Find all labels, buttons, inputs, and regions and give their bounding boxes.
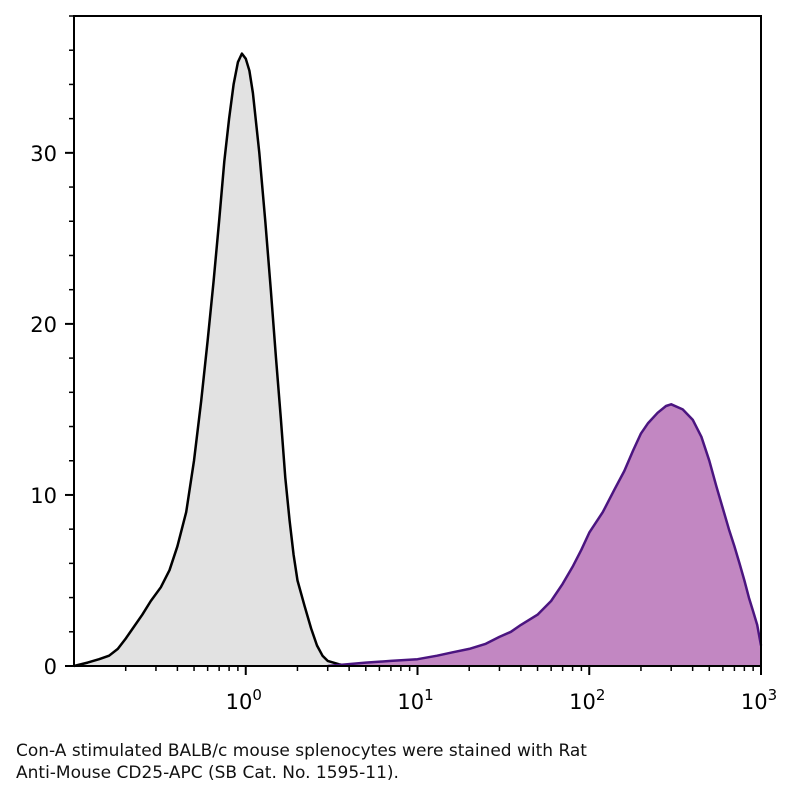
- x-tick-label: 101: [397, 686, 433, 714]
- caption-line-2: Anti-Mouse CD25-APC (SB Cat. No. 1595-11…: [16, 763, 399, 783]
- series-1-line: [73, 52, 350, 668]
- figure-caption: Con-A stimulated BALB/c mouse splenocyte…: [16, 740, 776, 784]
- axis-layer: 0 10 20 30 100 101 102 103: [30, 15, 777, 714]
- series-2-line: [327, 403, 763, 668]
- series-layer: [73, 52, 763, 668]
- series-2-area: [327, 404, 761, 666]
- x-tick-label: 103: [741, 686, 777, 714]
- x-tick-label: 100: [226, 686, 262, 714]
- caption-line-1: Con-A stimulated BALB/c mouse splenocyte…: [16, 741, 587, 761]
- x-tick-label: 102: [569, 686, 605, 714]
- y-tick-label: 30: [30, 142, 57, 166]
- series-1-area: [74, 53, 350, 667]
- y-tick-label: 0: [44, 655, 57, 679]
- y-tick-label: 10: [30, 484, 57, 508]
- histogram-chart: 0 10 20 30 100 101 102 103: [30, 15, 777, 714]
- y-tick-label: 20: [30, 313, 57, 337]
